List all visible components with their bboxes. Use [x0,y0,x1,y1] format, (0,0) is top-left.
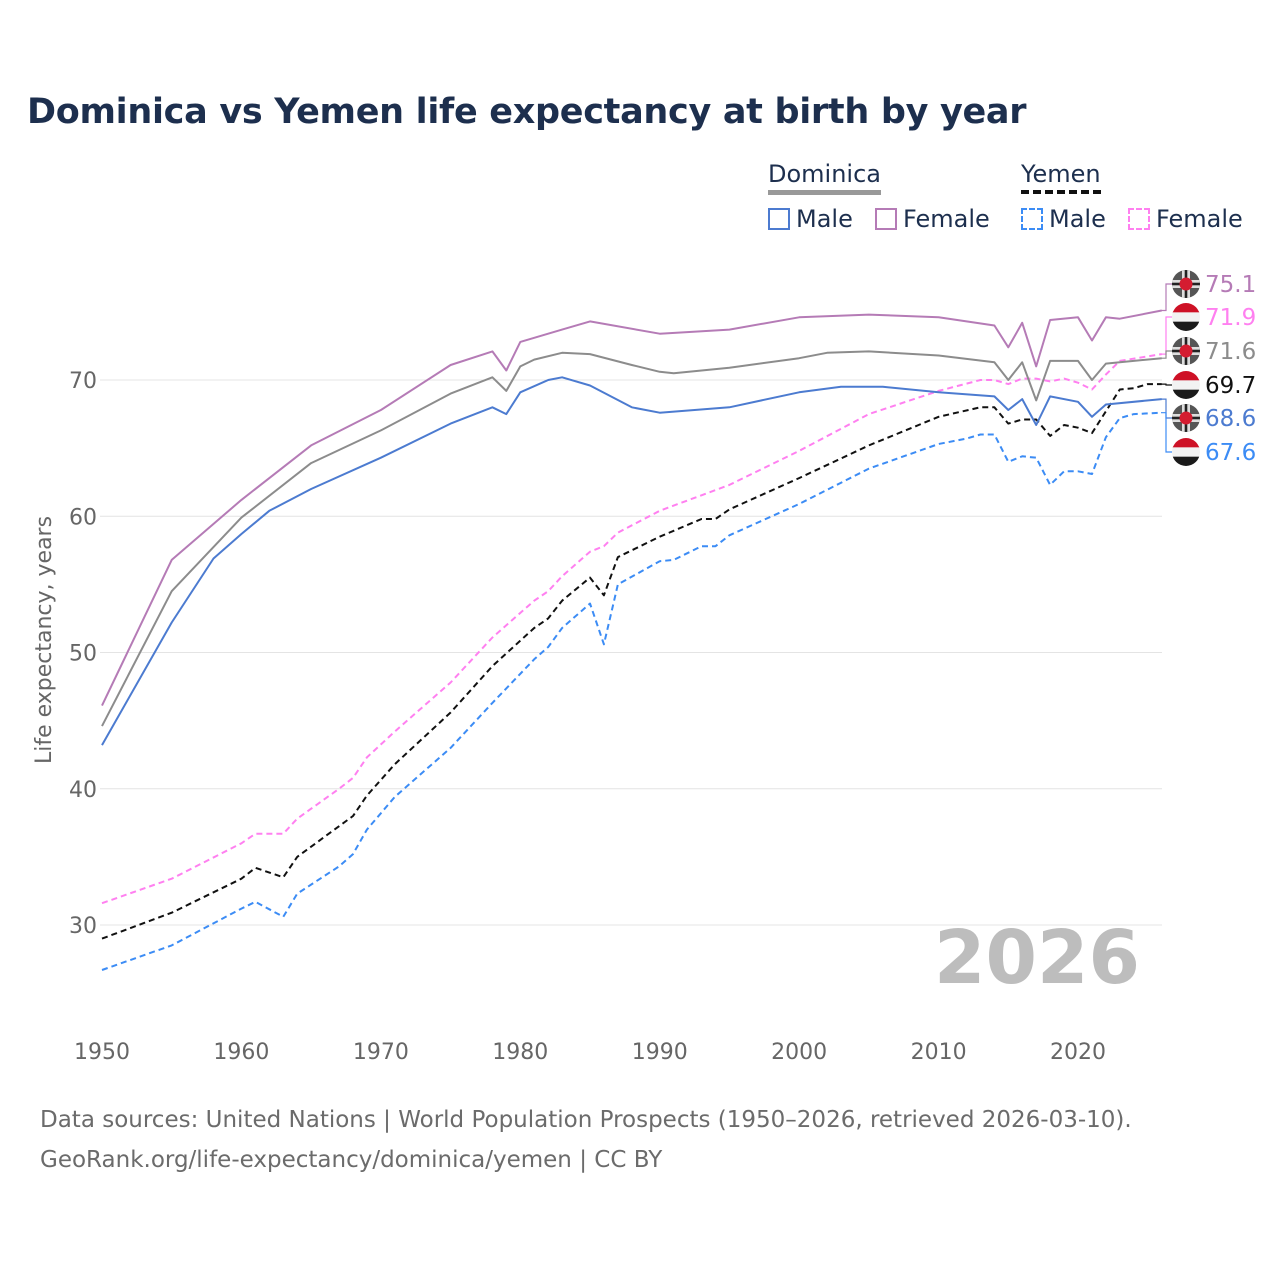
legend-item-dominica-female[interactable]: Female [875,205,990,233]
label-connector [1161,412,1172,453]
dominica-flag-icon [1172,337,1200,365]
y-axis-label: Life expectancy, years [32,516,57,764]
x-tick-label: 2020 [1050,1040,1106,1065]
end-value-label: 69.7 [1205,373,1256,399]
series-line-yemen-female [101,353,1162,905]
footer-link[interactable]: GeoRank.org/life-expectancy/dominica/yem… [40,1147,663,1173]
legend-swatch [1021,208,1043,230]
dominica-flag-icon [1172,404,1200,432]
legend-label: Female [903,205,990,233]
legend-item-yemen-male[interactable]: Male [1021,205,1106,233]
yemen-flag-icon [1172,303,1200,331]
legend-item-dominica-male[interactable]: Male [768,205,853,233]
legend-group-dominica: Dominica [768,160,881,195]
y-tick-label: 50 [69,642,97,667]
yemen-flag-icon [1172,371,1200,399]
legend-label: Female [1156,205,1243,233]
series-line-dominica [101,350,1162,727]
label-connector [1161,383,1172,386]
legend-label: Male [796,205,853,233]
dominica-flag-icon [1172,270,1200,298]
footer-sources: Data sources: United Nations | World Pop… [40,1107,1132,1133]
y-tick-label: 40 [69,778,97,803]
legend-group-yemen: Yemen [1021,160,1101,194]
series-line-dominica-female [101,309,1162,707]
chart-title: Dominica vs Yemen life expectancy at bir… [27,92,1027,132]
end-value-label: 75.1 [1205,272,1256,298]
label-connector [1161,316,1172,355]
x-tick-label: 1990 [632,1040,688,1065]
x-tick-label: 2010 [911,1040,967,1065]
year-watermark: 2026 [934,915,1140,1001]
y-tick-label: 60 [69,505,97,530]
series-line-yemen [101,383,1162,940]
x-tick-label: 1950 [74,1040,130,1065]
legend-item-yemen-female[interactable]: Female [1128,205,1243,233]
legend-label: Male [1049,205,1106,233]
end-value-label: 67.6 [1205,440,1256,466]
x-tick-label: 2000 [771,1040,827,1065]
series-line-dominica-male [101,376,1162,746]
x-tick-label: 1960 [213,1040,269,1065]
label-connector [1161,283,1172,312]
x-tick-label: 1980 [492,1040,548,1065]
legend-swatch [875,208,897,230]
label-connector [1161,398,1172,419]
label-connector [1161,350,1172,359]
legend-swatch [1128,208,1150,230]
y-tick-label: 70 [69,369,97,394]
end-value-label: 71.6 [1205,339,1256,365]
series-line-yemen-male [101,411,1162,971]
legend-swatch [768,208,790,230]
x-tick-label: 1970 [353,1040,409,1065]
end-value-label: 71.9 [1205,305,1256,331]
yemen-flag-icon [1172,438,1200,466]
end-value-label: 68.6 [1205,406,1256,432]
y-tick-label: 30 [69,914,97,939]
